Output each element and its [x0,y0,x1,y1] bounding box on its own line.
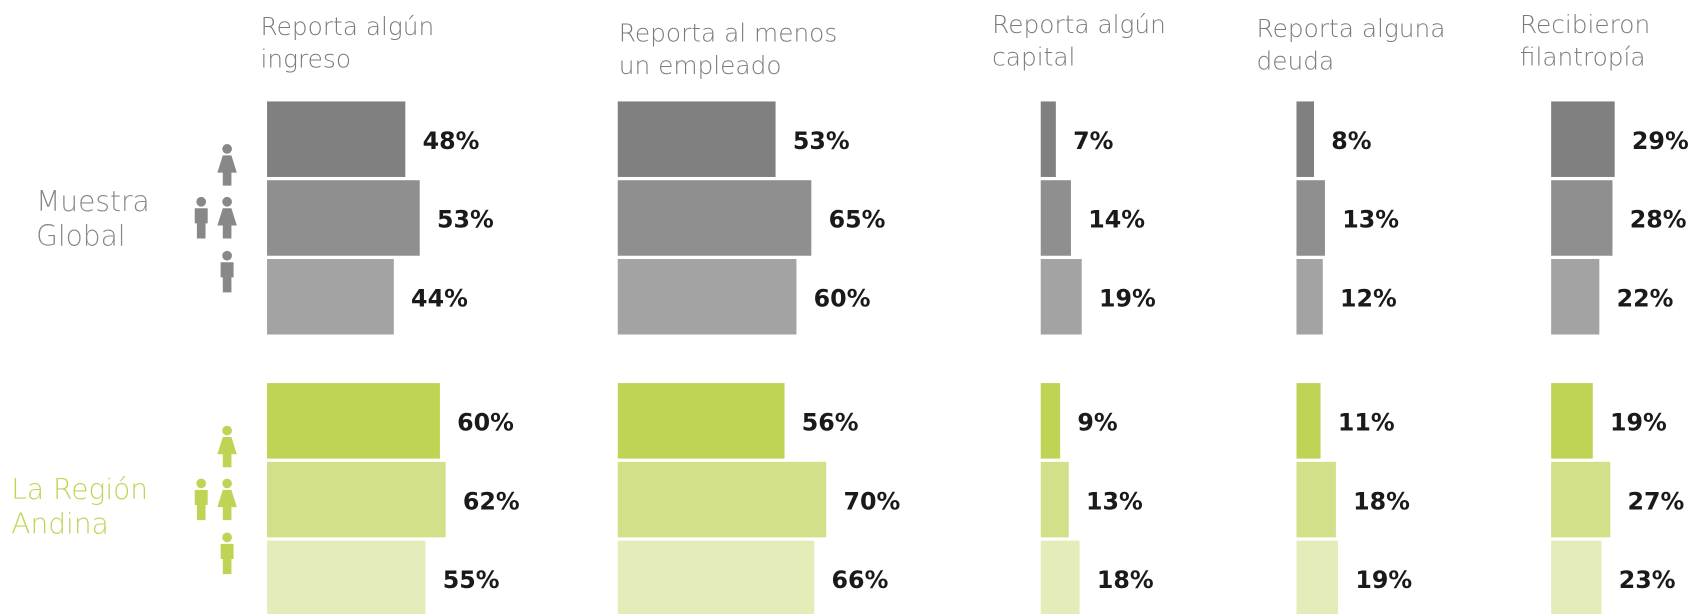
bar [1296,180,1325,256]
bar [1296,461,1336,538]
icon [222,425,232,436]
value-label: 53% [793,127,850,155]
panel-title: capital [992,42,1075,71]
bar [1551,101,1615,177]
icon [196,196,207,207]
value-label: 62% [463,487,520,515]
icon [196,478,207,489]
panel-title: deuda [1257,47,1335,76]
value-label: 22% [1617,284,1674,312]
bar [1040,180,1071,256]
bar [1296,101,1315,177]
bar [267,258,394,335]
value-label: 18% [1097,566,1154,594]
panel-title: Reporta algún [261,12,435,41]
icon [220,543,234,575]
icon [217,489,237,521]
icon [220,262,234,293]
value-label: 12% [1340,284,1397,312]
value-label: 53% [437,206,494,234]
bar [267,383,440,459]
value-label: 14% [1088,206,1145,234]
bar [1551,461,1611,538]
value-label: 55% [443,566,500,594]
bar [617,101,776,177]
bar [1551,383,1593,459]
value-label: 9% [1077,409,1118,437]
icon [222,144,232,154]
icon [217,208,237,239]
value-label: 13% [1086,487,1143,515]
value-label: 7% [1073,127,1114,155]
bar [1551,180,1613,256]
value-label: 19% [1355,566,1412,594]
value-label: 23% [1619,566,1676,594]
panel-title: Recibieron [1520,10,1650,39]
group-label: Global [36,219,125,252]
bar [1551,540,1602,614]
bar [1040,540,1080,614]
panel-title: Reporta alguna [1257,14,1446,43]
bar [1296,383,1321,459]
group-label: La Región [11,473,148,506]
bar [1296,540,1339,614]
value-label: 18% [1353,487,1410,515]
group-label: Andina [11,508,109,541]
panel-title: ingreso [261,44,351,73]
value-label: 66% [832,566,889,594]
value-label: 11% [1338,409,1395,437]
value-label: 60% [457,409,514,437]
value-label: 60% [814,284,871,312]
bar [267,461,446,538]
bar [617,258,797,335]
group-label: Muestra [36,185,150,218]
panel-title: filantropía [1520,42,1646,71]
value-label: 48% [423,127,480,155]
icon [222,250,232,261]
icon [222,196,232,207]
icon [222,532,232,543]
value-label: 13% [1342,206,1399,234]
icon [217,155,237,186]
panel-title: Reporta al menos [619,19,837,48]
value-label: 56% [802,409,859,437]
value-label: 70% [843,487,900,515]
bar [1040,258,1082,335]
icon [217,437,237,468]
bar [1040,383,1061,459]
panel-title: Reporta algún [992,10,1166,39]
value-label: 65% [829,206,886,234]
value-label: 28% [1630,206,1687,234]
bar [617,180,812,256]
value-label: 19% [1610,409,1667,437]
bar [617,540,815,614]
value-label: 19% [1099,284,1156,312]
bar [267,180,420,256]
bar [617,461,827,538]
value-label: 44% [411,284,468,312]
bar [1040,101,1056,177]
value-label: 27% [1628,487,1685,515]
value-label: 29% [1632,127,1689,155]
icon [194,489,208,521]
icon [194,208,208,239]
bar [267,101,406,177]
bar [267,540,426,614]
icon [222,478,232,489]
bar [1040,461,1069,538]
bar [1551,258,1600,335]
value-label: 8% [1331,127,1372,155]
bar [1296,258,1323,335]
bar [617,383,785,459]
panel-title: un empleado [619,51,782,80]
